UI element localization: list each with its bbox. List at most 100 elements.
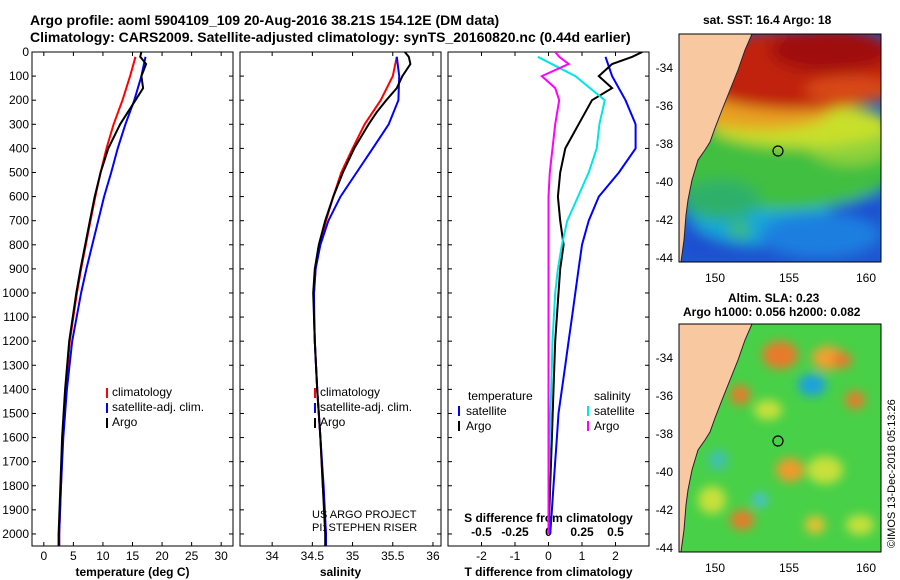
difference-chart: -2 -1 0 1 2 T difference from climatology -0.5… [447,51,650,579]
depth-tick-label: 0 [22,45,29,59]
lat-label: -36 [656,99,674,113]
depth-tick-label: 1700 [2,455,29,469]
plot-frame [239,51,442,547]
legend-label: climatology [112,385,172,399]
legend-label: Argo [594,419,620,433]
lat-label: -42 [656,213,674,227]
x-tick-label: 15 [126,549,140,563]
sla-map-lon-labels: 150 155 160 [705,561,876,575]
series-line-2 [57,52,148,546]
title-line-1: Argo profile: aoml 5904109_109 20-Aug-20… [30,12,500,28]
depth-tick-label: 1900 [2,503,29,517]
project-watermark: US ARGO PROJECT [312,509,417,521]
legend-label: satellite-adj. clim. [112,400,204,414]
series-group [57,52,148,546]
depth-tick-label: 900 [9,262,29,276]
lon-label: 160 [856,561,876,575]
x-tick-label: -1 [510,549,521,563]
lat-label: -34 [656,61,674,75]
credit-watermark: ©IMOS 13-Dec-2018 05:13:26 [886,399,898,548]
depth-tick-label: 700 [9,214,29,228]
top-tick-label: 0.5 [607,525,624,539]
series-line-1 [313,56,401,546]
series-line-1 [547,52,643,535]
x-tick-label: 34.5 [301,549,325,563]
legend-title: temperature [468,389,533,403]
depth-tick-label: 100 [9,69,29,83]
depth-tick-label: 500 [9,165,29,179]
sla-map-lat-labels: -34 -36 -38 -40 -42 -44 [656,351,674,555]
title-line-2: Climatology: CARS2009. Satellite-adjuste… [30,29,631,45]
lat-label: -42 [656,503,674,517]
legend-label: Argo [466,419,492,433]
depth-tick-label: 300 [9,117,29,131]
top-tick-label: -0.5 [471,525,492,539]
series-line-0 [549,56,637,535]
x-tick-label: 35.5 [381,549,405,563]
lat-label: -40 [656,465,674,479]
legend-label: climatology [320,385,380,399]
depth-tick-label: 600 [9,190,29,204]
depth-tick-label: 1100 [3,310,29,324]
pi-watermark: PI: STEPHEN RISER [312,522,418,534]
sla-map-title-2: Argo h1000: 0.056 h2000: 0.082 [683,305,861,319]
x-tick-label: 5 [70,549,77,563]
sla-map [678,323,882,553]
x-axis-label: temperature (deg C) [75,565,189,579]
series-line-2 [537,55,606,534]
sst-map [678,33,882,263]
depth-tick-label: 1600 [2,431,29,445]
series-group [312,52,412,546]
sla-map-title-1: Altim. SLA: 0.23 [728,291,820,305]
depth-tick-label: 1400 [2,382,29,396]
depth-tick-label: 1800 [2,479,29,493]
sst-map-lon-labels: 150 155 160 [705,271,876,285]
sst-map-title: sat. SST: 16.4 Argo: 18 [703,13,832,27]
sst-map-lat-labels: -34 -36 -38 -40 -42 -44 [656,61,674,265]
x-axis-label: T difference from climatology [464,565,632,579]
depth-tick-label: 1200 [2,334,29,348]
depth-tick-label: 1300 [2,358,29,372]
lon-label: 160 [856,271,876,285]
top-tick-label: -0.25 [501,525,529,539]
lon-label: 150 [705,561,725,575]
lon-label: 155 [779,271,799,285]
lat-label: -40 [656,175,674,189]
lat-label: -38 [656,427,674,441]
x-tick-label: 34 [265,549,279,563]
legend-label: satellite [466,404,507,418]
depth-tick-label: 400 [9,141,29,155]
x-tick-label: -2 [476,549,487,563]
legend-label: Argo [112,415,138,429]
x-tick-label: 35 [346,549,360,563]
x-tick-label: 2 [612,549,619,563]
legend-title: salinity [594,389,631,403]
legend-label: satellite [594,404,635,418]
x-tick-label: 0 [545,549,552,563]
legend-label: Argo [320,415,346,429]
x-tick-label: 20 [155,549,169,563]
x-tick-label: 36 [426,549,440,563]
legend-label: satellite-adj. clim. [320,400,412,414]
x-tick-label: 25 [185,549,199,563]
depth-tick-label: 200 [9,93,29,107]
top-tick-label: 0.25 [570,525,594,539]
x-axis-label: salinity [320,565,362,579]
depth-tick-label: 800 [9,238,29,252]
series-line-2 [312,52,412,546]
depth-tick-label: 1500 [2,406,29,420]
series-line-1 [58,56,147,546]
lat-label: -44 [656,541,674,555]
x-tick-label: 10 [96,549,110,563]
depth-tick-label: 2000 [2,527,29,541]
lat-label: -38 [656,137,674,151]
lon-label: 155 [779,561,799,575]
series-group [537,52,643,535]
series-line-3 [539,52,571,534]
x-tick-label: 1 [579,549,586,563]
lat-label: -36 [656,389,674,403]
x-tick-label: 0 [40,549,47,563]
temperature-chart: 0100200300400500600700800900100011001200… [2,45,234,579]
depth-tick-label: 1000 [2,286,29,300]
